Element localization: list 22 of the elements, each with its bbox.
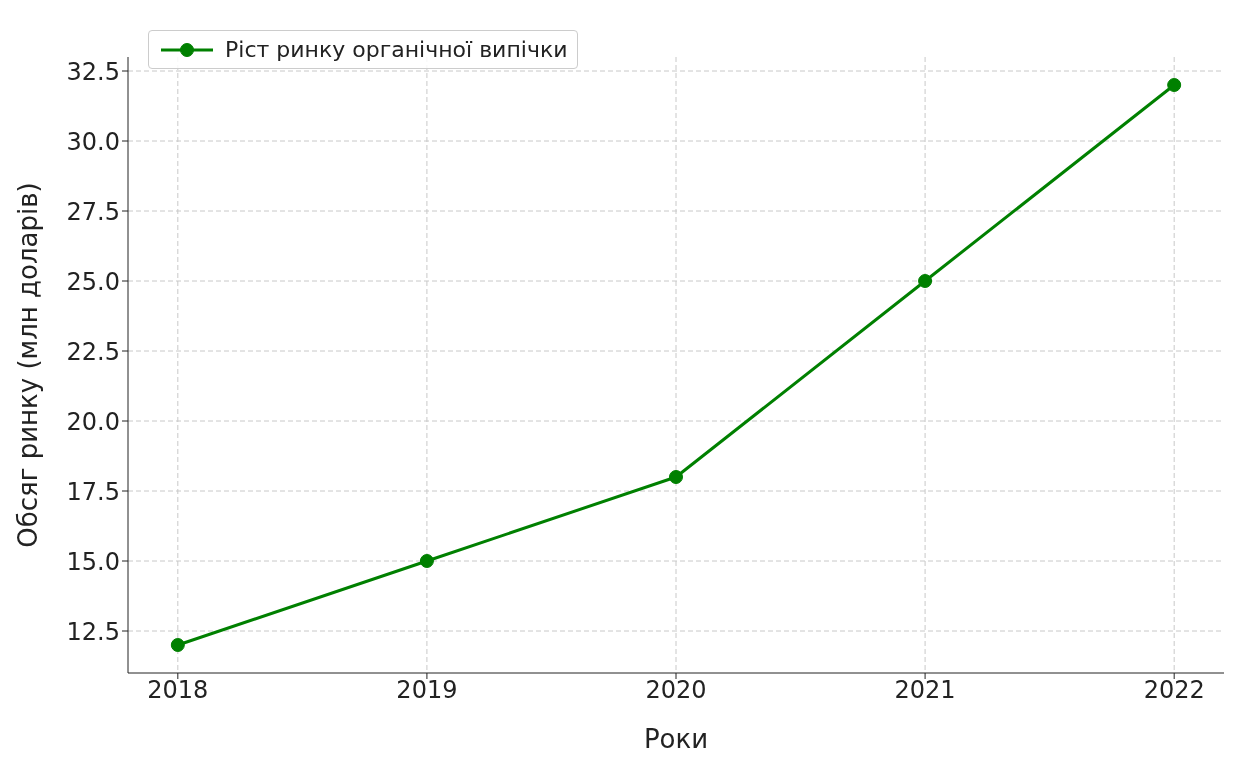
x-tick-label: 2020 — [645, 676, 707, 705]
y-tick-label: 20.0 — [66, 407, 120, 436]
point — [1167, 78, 1182, 92]
y-tick-label: 27.5 — [66, 197, 120, 226]
y-tick-label: 17.5 — [66, 477, 120, 506]
x-tick-label: 2021 — [894, 676, 956, 705]
y-tick-label: 30.0 — [66, 127, 120, 156]
x-tick-label: 2019 — [396, 676, 458, 705]
x-tick-label: 2022 — [1143, 676, 1205, 705]
x-axis-title: Роки — [643, 724, 709, 754]
x-tick-label: 2018 — [147, 676, 209, 705]
y-tick-label: 22.5 — [66, 337, 120, 366]
point — [419, 554, 434, 568]
y-axis-title: Обсяг ринку (млн доларів) — [13, 182, 44, 548]
legend-label: Ріст ринку органічної випічки — [225, 37, 568, 62]
point — [669, 470, 683, 484]
point — [918, 274, 933, 288]
y-tick-label: 25.0 — [66, 267, 120, 296]
y-tick-label: 12.5 — [66, 617, 120, 646]
y-tick-label: 32.5 — [66, 57, 120, 86]
point — [170, 638, 185, 652]
y-tick-label: 15.0 — [66, 547, 120, 576]
